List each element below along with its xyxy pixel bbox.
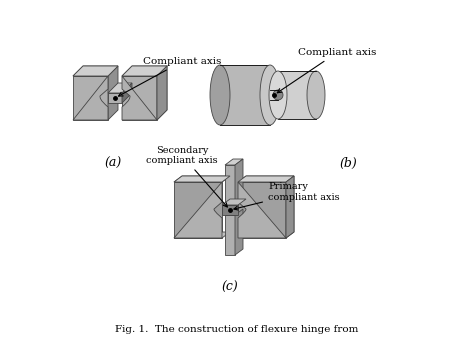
- Polygon shape: [174, 182, 222, 238]
- Polygon shape: [122, 76, 157, 120]
- Ellipse shape: [273, 90, 283, 100]
- Polygon shape: [278, 71, 316, 119]
- Polygon shape: [122, 66, 167, 76]
- PathPatch shape: [238, 182, 286, 238]
- Polygon shape: [270, 90, 278, 100]
- Ellipse shape: [269, 71, 287, 119]
- Text: Fig. 1.  The construction of flexure hinge from: Fig. 1. The construction of flexure hing…: [115, 326, 359, 334]
- Polygon shape: [157, 66, 167, 120]
- Text: Compliant axis: Compliant axis: [277, 48, 376, 93]
- Polygon shape: [73, 66, 118, 76]
- Polygon shape: [286, 176, 294, 238]
- Ellipse shape: [260, 65, 280, 125]
- PathPatch shape: [73, 76, 108, 120]
- Polygon shape: [222, 205, 238, 215]
- Ellipse shape: [210, 65, 230, 125]
- Polygon shape: [108, 83, 132, 93]
- Polygon shape: [238, 176, 294, 182]
- Polygon shape: [235, 159, 243, 205]
- Polygon shape: [174, 232, 230, 238]
- Polygon shape: [220, 65, 270, 125]
- Polygon shape: [235, 209, 243, 255]
- Polygon shape: [108, 66, 118, 120]
- PathPatch shape: [174, 182, 222, 238]
- Polygon shape: [225, 165, 235, 205]
- Text: (b): (b): [339, 156, 357, 169]
- Polygon shape: [122, 66, 167, 76]
- Text: Primary
compliant axis: Primary compliant axis: [234, 182, 340, 210]
- Polygon shape: [174, 176, 230, 182]
- Polygon shape: [174, 176, 230, 182]
- Polygon shape: [238, 176, 294, 182]
- Text: (a): (a): [104, 156, 122, 169]
- Ellipse shape: [307, 71, 325, 119]
- Polygon shape: [157, 66, 167, 120]
- Text: (c): (c): [222, 281, 238, 294]
- Polygon shape: [122, 83, 132, 103]
- Polygon shape: [73, 76, 108, 120]
- Polygon shape: [225, 215, 235, 255]
- Polygon shape: [73, 66, 118, 76]
- Polygon shape: [286, 176, 294, 238]
- Polygon shape: [225, 159, 243, 165]
- Text: Secondary
compliant axis: Secondary compliant axis: [146, 145, 228, 207]
- Polygon shape: [108, 93, 122, 103]
- Polygon shape: [238, 182, 286, 238]
- Polygon shape: [222, 199, 246, 205]
- Text: Compliant axis: Compliant axis: [118, 57, 221, 96]
- PathPatch shape: [122, 76, 157, 120]
